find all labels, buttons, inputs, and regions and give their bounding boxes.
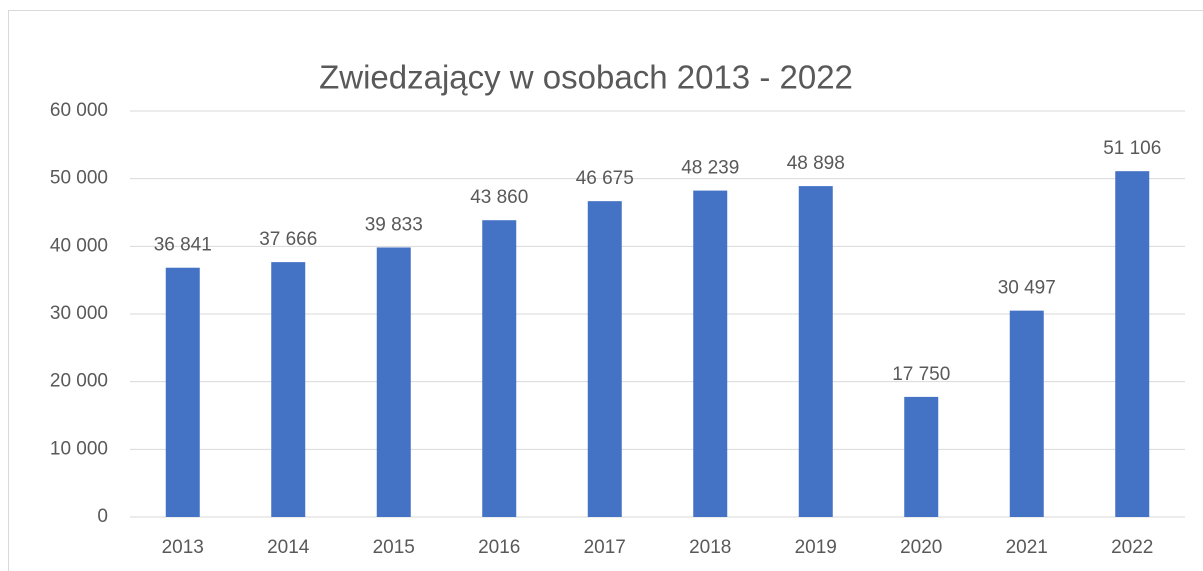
data-label: 36 841 [154,235,212,256]
x-tick-label: 2018 [689,537,731,558]
data-label: 30 497 [998,278,1056,299]
bar [587,201,622,517]
x-tick-label: 2021 [1006,537,1048,558]
y-tick-label: 10 000 [50,438,108,459]
x-tick-label: 2022 [1111,537,1153,558]
data-label: 48 239 [681,158,739,179]
bar [165,267,200,517]
x-tick-label: 2017 [584,537,626,558]
y-tick-label: 30 000 [50,303,108,324]
data-label: 48 898 [787,153,845,174]
data-label: 37 666 [259,229,317,250]
x-tick-label: 2016 [478,537,520,558]
x-tick-label: 2013 [162,537,204,558]
bar [1009,310,1044,517]
bar [1115,171,1150,517]
y-tick-label: 40 000 [50,235,108,256]
bar [376,247,411,517]
bar [904,396,939,517]
x-tick-label: 2015 [373,537,415,558]
x-tick-label: 2020 [900,537,942,558]
data-label: 46 675 [576,168,634,189]
bar [798,186,833,517]
x-tick-label: 2019 [795,537,837,558]
data-label: 43 860 [470,187,528,208]
bar [482,220,517,518]
chart-title: Zwiedzający w osobach 2013 - 2022 [319,59,853,96]
y-tick-label: 50 000 [50,168,108,189]
data-label: 51 106 [1103,138,1161,159]
y-tick-label: 60 000 [50,100,108,121]
bar [271,262,306,517]
y-tick-label: 20 000 [50,371,108,392]
y-tick-label: 0 [97,506,108,527]
data-label: 39 833 [365,214,423,235]
data-label: 17 750 [892,364,950,385]
x-tick-label: 2014 [267,537,310,558]
bar [693,190,728,517]
